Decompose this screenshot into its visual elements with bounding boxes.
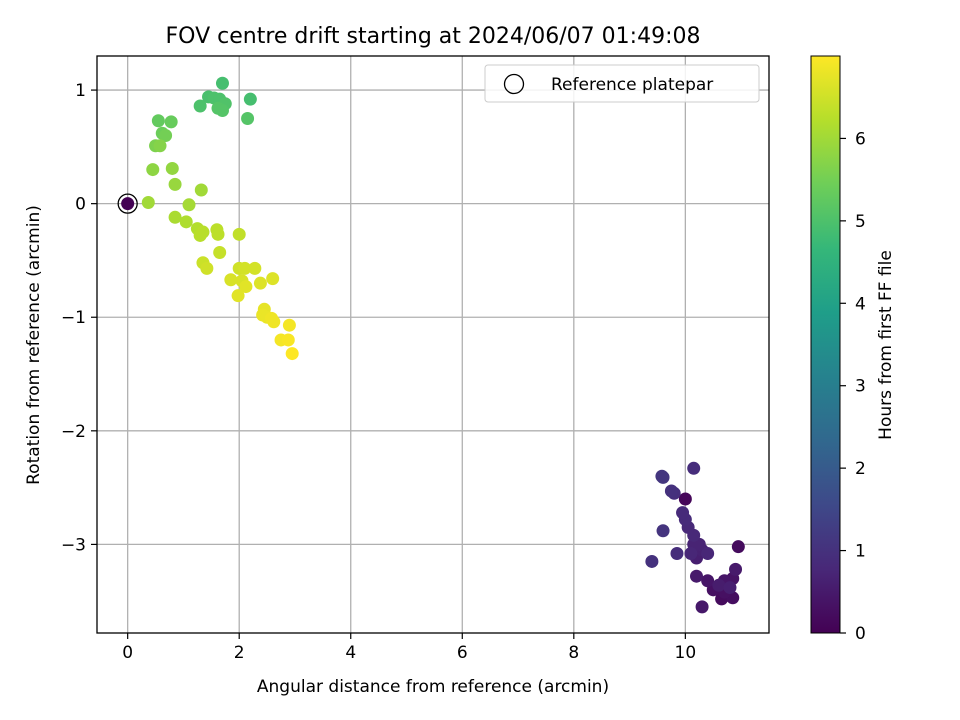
data-point: [168, 177, 182, 191]
colorbar: [810, 55, 841, 634]
data-point: [241, 111, 255, 125]
data-point: [676, 506, 690, 520]
y-tick-label: −2: [61, 422, 86, 442]
x-axis-label: Angular distance from reference (arcmin): [257, 677, 609, 697]
data-point: [141, 196, 155, 210]
data-point: [168, 210, 182, 224]
colorbar-ticks: 0 1 2 3 4 5 6: [840, 129, 866, 644]
data-point: [239, 280, 253, 294]
reference-platepar-point: [117, 193, 138, 214]
colorbar-tick-label: 6: [855, 129, 866, 149]
data-point: [193, 228, 207, 242]
data-point: [153, 139, 167, 153]
data-point: [729, 562, 743, 576]
data-point: [193, 99, 207, 113]
data-point: [701, 546, 715, 560]
data-point: [146, 163, 160, 177]
data-point: [215, 76, 229, 90]
x-tick-label: 8: [568, 643, 579, 663]
data-point: [151, 114, 165, 128]
data-point: [656, 524, 670, 538]
data-point: [213, 245, 227, 259]
data-point: [266, 272, 280, 286]
data-point: [690, 569, 704, 583]
data-point: [253, 276, 267, 290]
legend: Reference platepar: [484, 64, 760, 103]
y-axis-ticks: −3 −2 −1 0 1: [61, 81, 97, 555]
legend-marker-reference: [503, 73, 525, 95]
x-axis-ticks: 0 2 4 6 8 10: [122, 633, 696, 663]
reference-marker: [117, 193, 138, 214]
x-tick-label: 10: [675, 643, 697, 663]
colorbar-tick-label: 3: [855, 377, 866, 397]
data-point: [267, 315, 281, 329]
data-point: [200, 261, 214, 275]
data-point: [243, 92, 257, 106]
data-point: [687, 461, 701, 475]
data-point: [285, 347, 299, 361]
data-point: [194, 183, 208, 197]
data-point: [165, 161, 179, 175]
data-point: [656, 470, 670, 484]
data-point: [232, 227, 246, 241]
data-point: [684, 546, 698, 560]
x-tick-label: 6: [457, 643, 468, 663]
data-point: [182, 198, 196, 212]
x-tick-label: 4: [345, 643, 356, 663]
data-point: [248, 261, 262, 275]
data-point: [179, 215, 193, 229]
colorbar-tick-label: 2: [855, 459, 866, 479]
colorbar-tick-label: 1: [855, 542, 866, 562]
data-point: [224, 273, 238, 287]
data-point: [664, 484, 678, 498]
y-tick-label: −1: [61, 308, 86, 328]
colorbar-label: Hours from first FF file: [876, 250, 896, 440]
data-point: [281, 333, 295, 347]
legend-entry-reference: Reference platepar: [551, 75, 713, 95]
data-point: [231, 289, 245, 303]
data-point: [712, 578, 726, 592]
y-tick-label: 0: [75, 195, 86, 215]
legend-box: [484, 64, 760, 103]
y-axis-label: Rotation from reference (arcmin): [24, 205, 44, 485]
data-point: [695, 600, 709, 614]
colorbar-tick-label: 5: [855, 212, 866, 232]
data-point: [282, 318, 296, 332]
y-tick-label: −3: [61, 535, 86, 555]
colorbar-tick-label: 4: [855, 294, 866, 314]
data-point: [701, 574, 715, 588]
data-point: [121, 197, 135, 211]
plot-frame: [96, 55, 770, 634]
data-point: [731, 540, 745, 554]
y-tick-label: 1: [75, 81, 86, 101]
data-points: [121, 76, 745, 614]
data-point: [211, 227, 225, 241]
data-point: [164, 115, 178, 129]
colorbar-tick-label: 0: [855, 624, 866, 644]
x-tick-label: 2: [234, 643, 245, 663]
data-point: [159, 129, 173, 143]
data-point: [723, 581, 737, 595]
x-tick-label: 0: [122, 643, 133, 663]
data-point: [215, 104, 229, 118]
data-point: [238, 261, 252, 275]
data-point: [645, 554, 659, 568]
data-point: [678, 492, 692, 506]
data-point: [670, 546, 684, 560]
grid-lines: [97, 56, 769, 633]
chart-title: FOV centre drift starting at 2024/06/07 …: [166, 24, 701, 49]
